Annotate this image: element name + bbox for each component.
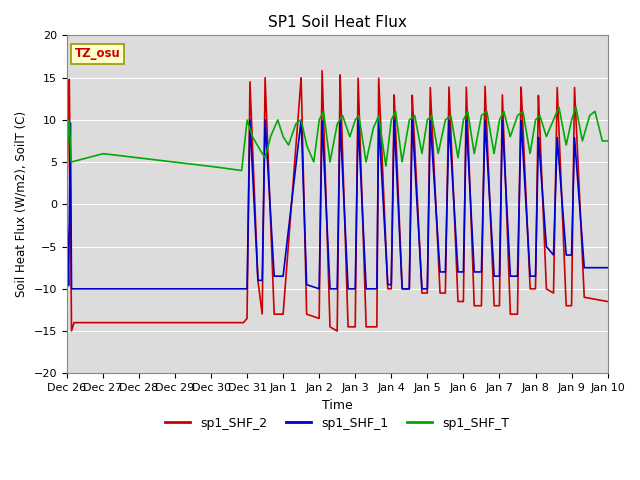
Text: TZ_osu: TZ_osu xyxy=(75,48,121,60)
Legend: sp1_SHF_2, sp1_SHF_1, sp1_SHF_T: sp1_SHF_2, sp1_SHF_1, sp1_SHF_T xyxy=(161,412,514,435)
Title: SP1 Soil Heat Flux: SP1 Soil Heat Flux xyxy=(268,15,406,30)
Y-axis label: Soil Heat Flux (W/m2), SoilT (C): Soil Heat Flux (W/m2), SoilT (C) xyxy=(15,111,28,298)
X-axis label: Time: Time xyxy=(322,398,353,412)
